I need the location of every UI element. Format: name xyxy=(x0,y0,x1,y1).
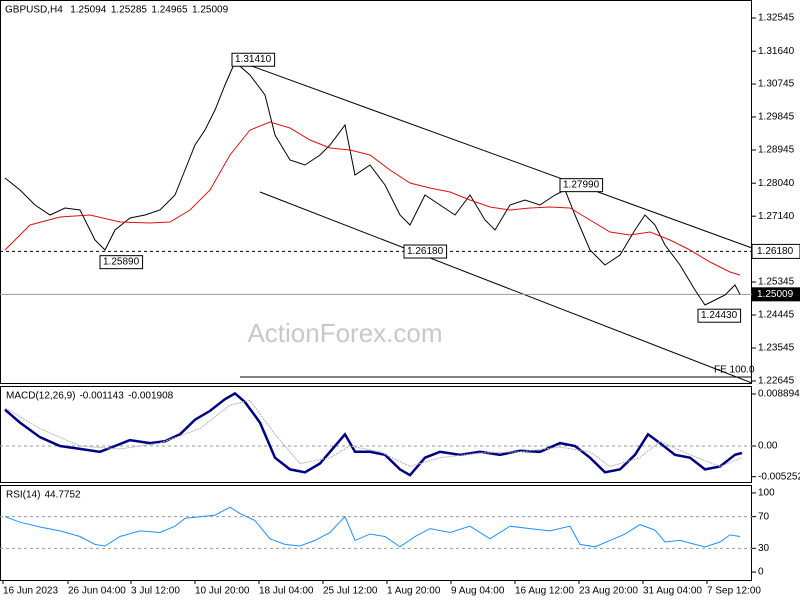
ohlc-value: 1.25009 xyxy=(192,5,229,16)
price-frame xyxy=(0,0,752,384)
level-box xyxy=(751,243,800,259)
x-tick-label: 25 Jul 12:00 xyxy=(323,586,378,597)
x-tick-label: 3 Jul 12:00 xyxy=(131,586,180,597)
level-label: 1.26180 xyxy=(757,246,794,257)
x-tick-label: 7 Sep 12:00 xyxy=(707,586,761,597)
y-tick-label: 70 xyxy=(758,511,770,522)
series-line xyxy=(4,391,743,477)
watermark: ActionForex.com xyxy=(247,318,442,348)
annotation-label: 1.27990 xyxy=(563,180,600,191)
y-tick-label: 1.29845 xyxy=(758,112,795,123)
ohlc-value: 1.25094 xyxy=(70,5,107,16)
annotation-box xyxy=(559,178,604,193)
macd-frame xyxy=(0,386,752,483)
y-tick-label: 1.28945 xyxy=(758,145,795,156)
annotation-label: 1.25890 xyxy=(103,257,140,268)
x-tick-label: 9 Aug 04:00 xyxy=(451,586,505,597)
indicator-value: -0.001143 xyxy=(79,391,124,402)
x-tick-label: 26 Jun 04:00 xyxy=(68,586,126,597)
fe-label: FE 100.0 xyxy=(714,365,755,376)
x-tick-label: 31 Aug 04:00 xyxy=(643,586,702,597)
series-line xyxy=(4,121,741,276)
trendline xyxy=(234,59,753,249)
ohlc-value: 1.24965 xyxy=(151,5,188,16)
y-tick-label: 1.23545 xyxy=(758,343,795,354)
current-price-label: 1.25009 xyxy=(757,289,794,300)
y-tick-label: 0.008894 xyxy=(758,389,800,400)
indicator-value: -0.001908 xyxy=(128,391,173,402)
series-line xyxy=(4,399,743,468)
y-tick-label: 0.00 xyxy=(758,441,778,452)
y-tick-label: 1.27140 xyxy=(758,211,795,222)
x-tick-label: 16 Aug 12:00 xyxy=(515,586,574,597)
rsi-frame xyxy=(0,485,752,581)
y-tick-label: 1.28040 xyxy=(758,178,795,189)
symbol: GBPUSD,H4 xyxy=(5,5,63,16)
y-tick-label: 1.24445 xyxy=(758,310,795,321)
x-tick-label: 18 Jul 04:00 xyxy=(259,586,314,597)
y-tick-label: -0.005252 xyxy=(758,471,800,482)
annotation-box xyxy=(231,52,276,67)
y-tick-label: 0 xyxy=(758,567,764,578)
ohlc-value: 1.25285 xyxy=(111,5,148,16)
x-tick-label: 23 Aug 20:00 xyxy=(579,586,638,597)
indicator-title: MACD(12,26,9) xyxy=(6,391,75,402)
annotation-box xyxy=(697,308,742,323)
indicator-value: 44.7752 xyxy=(44,490,81,501)
annotation-label: 1.26180 xyxy=(407,246,444,257)
x-tick-label: 1 Aug 20:00 xyxy=(387,586,441,597)
y-tick-label: 100 xyxy=(758,488,775,499)
trendline xyxy=(259,191,753,384)
y-tick-label: 1.25345 xyxy=(758,277,795,288)
y-tick-label: 1.30745 xyxy=(758,79,795,90)
series-line xyxy=(4,506,741,548)
annotation-box xyxy=(99,255,144,270)
x-tick-label: 10 Jul 20:00 xyxy=(195,586,250,597)
series-line xyxy=(4,61,741,306)
y-tick-label: 1.32545 xyxy=(758,13,795,24)
indicator-title: RSI(14) xyxy=(6,490,40,501)
x-tick-label: 16 Jun 2023 xyxy=(3,586,58,597)
y-tick-label: 30 xyxy=(758,543,770,554)
current-price-box xyxy=(752,287,800,302)
y-tick-label: 1.31640 xyxy=(758,46,795,57)
annotation-label: 1.31410 xyxy=(235,54,272,65)
annotation-box xyxy=(403,244,448,259)
annotation-label: 1.24430 xyxy=(701,310,738,321)
y-tick-label: 1.22645 xyxy=(758,376,795,387)
